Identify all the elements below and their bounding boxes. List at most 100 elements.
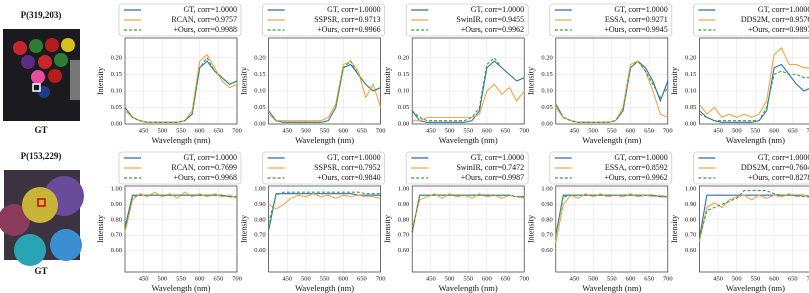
y-tick-label: 0.10 [541, 87, 552, 94]
y-axis-label: Intensity [96, 67, 105, 95]
legend-label: GT, corr=1.0000 [327, 5, 380, 14]
x-tick-label: 650 [213, 127, 223, 134]
x-tick-label: 500 [301, 275, 311, 282]
legend-label: RCAN, corr=0.7699 [171, 163, 237, 172]
line-chart: 0.00 0.05 0.10 0.15 0.20 450 500 550 600 650 700 Wa… [96, 3, 242, 145]
point-label: P(153,229) [21, 151, 62, 161]
legend-label: DDS2M, corr=0.9576 [741, 15, 809, 24]
x-tick-label: 700 [519, 127, 529, 134]
series-line [268, 60, 381, 123]
legend-label: GT, corr=1.0000 [614, 5, 667, 14]
legend-label: GT, corr=1.0000 [184, 153, 237, 162]
x-tick-label: 500 [445, 127, 455, 134]
legend-box [405, 3, 529, 37]
legend-label: GT, corr=1.0000 [471, 153, 524, 162]
legend-label: GT, corr=1.0000 [758, 5, 809, 14]
y-tick-label: 0.00 [398, 120, 409, 127]
x-tick-label: 700 [519, 275, 529, 282]
x-tick-label: 450 [282, 127, 292, 134]
series-line [268, 191, 381, 224]
y-tick-label: 0.70 [398, 232, 409, 239]
legend-label: +Ours, corr=0.9897 [748, 25, 809, 34]
y-tick-label: 0.90 [111, 201, 122, 208]
x-tick-label: 600 [626, 275, 636, 282]
legend-label: +Ours, corr=0.9988 [174, 25, 237, 34]
x-tick-label: 450 [713, 275, 723, 282]
x-tick-label: 650 [357, 127, 367, 134]
legend-box [262, 151, 386, 185]
legend-label: +Ours, corr=0.9962 [461, 25, 524, 34]
x-tick-label: 500 [301, 127, 311, 134]
x-axis-label: Wavelength (nm) [295, 135, 354, 145]
x-axis-label: Wavelength (nm) [726, 135, 785, 145]
x-tick-label: 450 [713, 127, 723, 134]
legend-label: +Ours, corr=0.9840 [317, 173, 380, 182]
x-tick-label: 550 [463, 127, 473, 134]
x-tick-label: 550 [751, 127, 761, 134]
legend-box [693, 151, 809, 185]
x-axis-label: Wavelength (nm) [726, 283, 785, 293]
series-line [268, 193, 381, 231]
y-tick-label: 0.70 [685, 232, 696, 239]
x-tick-label: 650 [644, 127, 654, 134]
point-label: P(319,203) [21, 10, 62, 20]
legend-label: GT, corr=1.0000 [327, 153, 380, 162]
x-tick-label: 600 [482, 127, 492, 134]
x-axis-label: Wavelength (nm) [582, 135, 641, 145]
y-tick-label: 1.00 [111, 186, 122, 193]
y-axis-label: Intensity [527, 67, 536, 95]
x-tick-label: 500 [588, 127, 598, 134]
x-tick-label: 450 [139, 127, 149, 134]
legend-label: +Ours, corr=0.9966 [317, 25, 380, 34]
series-line [124, 194, 237, 230]
line-chart: 0.60 0.70 0.80 0.90 1.00 450 500 550 600 650 700 Wa… [383, 151, 529, 293]
legend-label: GT, corr=1.0000 [758, 153, 809, 162]
y-tick-label: 0.90 [398, 201, 409, 208]
x-tick-label: 550 [176, 275, 186, 282]
y-tick-label: 0.00 [541, 120, 552, 127]
series-line [411, 194, 525, 233]
x-tick-label: 600 [626, 127, 636, 134]
y-tick-label: 0.90 [541, 201, 552, 208]
x-tick-label: 550 [607, 127, 617, 134]
x-tick-label: 500 [588, 275, 598, 282]
x-tick-label: 600 [769, 127, 779, 134]
line-chart: 0.60 0.70 0.80 0.90 1.00 450 500 550 600 650 700 Wa… [670, 151, 809, 293]
x-tick-label: 450 [426, 275, 436, 282]
x-tick-label: 650 [501, 275, 511, 282]
legend-box [405, 151, 529, 185]
y-axis-label: Intensity [96, 215, 105, 243]
y-tick-label: 0.60 [685, 247, 696, 254]
legend-label: SSPSR, corr=0.7952 [314, 163, 381, 172]
x-tick-label: 450 [139, 275, 149, 282]
x-axis-label: Wavelength (nm) [151, 135, 210, 145]
x-tick-label: 700 [807, 127, 809, 134]
image-caption: GT [34, 266, 47, 276]
y-tick-label: 1.00 [254, 186, 265, 193]
legend-box [549, 151, 673, 185]
x-tick-label: 550 [320, 127, 330, 134]
series-line [268, 60, 382, 122]
x-tick-label: 650 [213, 275, 223, 282]
series-line [699, 63, 809, 123]
x-tick-label: 700 [663, 275, 673, 282]
x-tick-label: 500 [445, 275, 455, 282]
x-tick-label: 700 [232, 275, 242, 282]
x-tick-label: 650 [788, 127, 798, 134]
x-tick-label: 700 [376, 275, 386, 282]
series-line [698, 190, 809, 239]
y-tick-label: 0.80 [254, 216, 265, 223]
legend-label: GT, corr=1.0000 [614, 153, 667, 162]
legend-label: DDS2M, corr=0.7604 [741, 163, 809, 172]
legend-label: +Ours, corr=0.8278 [748, 173, 809, 182]
x-tick-label: 600 [482, 275, 492, 282]
x-tick-label: 600 [195, 275, 205, 282]
y-tick-label: 1.00 [685, 186, 696, 193]
y-tick-label: 0.05 [685, 104, 696, 111]
y-tick-label: 0.70 [111, 232, 122, 239]
x-tick-label: 650 [501, 127, 511, 134]
legend-box [693, 3, 809, 37]
legend-label: +Ours, corr=0.9987 [461, 173, 524, 182]
series-line [555, 194, 668, 236]
